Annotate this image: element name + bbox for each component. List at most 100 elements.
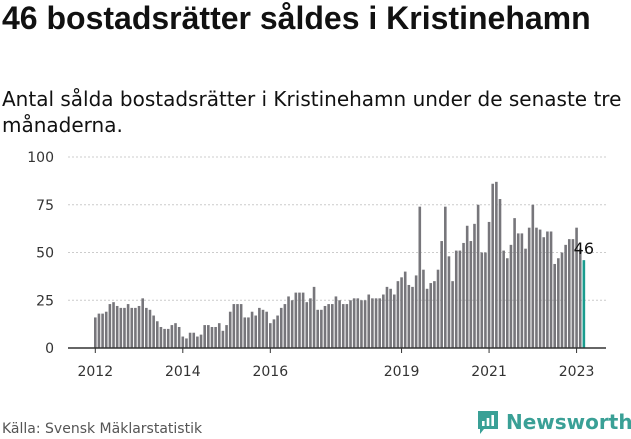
bar: [433, 281, 436, 348]
bar: [312, 286, 316, 348]
bar: [254, 315, 258, 348]
bar: [389, 288, 392, 348]
bar: [145, 307, 148, 348]
bar: [163, 328, 166, 348]
bar: [269, 323, 272, 348]
y-tick-label: 75: [36, 198, 54, 214]
x-tick-label: 2016: [252, 364, 288, 380]
chart-subtitle: Antal sålda bostadsrätter i Kristinehamn…: [2, 87, 622, 137]
bar: [196, 336, 199, 348]
bar: [444, 206, 447, 348]
bar: [119, 307, 123, 348]
bar: [188, 332, 192, 348]
bar: [578, 248, 582, 348]
bar: [203, 325, 206, 348]
bar: [316, 309, 320, 348]
bar: [542, 237, 546, 348]
bar: [367, 294, 371, 348]
bar: [429, 283, 433, 348]
bar: [301, 292, 305, 348]
bar: [498, 199, 502, 348]
bar: [239, 304, 243, 348]
bar: [352, 298, 356, 348]
bar: [221, 330, 225, 348]
bar: [290, 300, 294, 348]
brand-logo: Newsworthy: [476, 409, 631, 435]
bar: [458, 250, 462, 348]
bar: [305, 302, 309, 348]
bar: [207, 325, 210, 348]
bar: [112, 302, 115, 348]
bar: [360, 300, 363, 348]
x-tick-label: 2012: [77, 364, 113, 380]
bar: [159, 326, 163, 348]
bar: [553, 263, 556, 348]
bar-chart: 0 25 50 75 100 2012 2014 2016 2019 2021 2023 46: [27, 150, 606, 380]
bar: [495, 181, 498, 348]
bar: [236, 304, 239, 348]
bar: [491, 183, 495, 348]
bar: [484, 252, 487, 348]
y-tick-label: 100: [27, 150, 54, 166]
bar: [170, 325, 174, 348]
value-annotation: 46: [574, 239, 594, 258]
bar: [392, 294, 396, 348]
bar: [192, 332, 196, 348]
bar: [447, 256, 451, 348]
bar: [279, 307, 283, 348]
bar: [232, 304, 236, 348]
bar: [567, 239, 571, 348]
bar: [258, 307, 261, 348]
bar: [505, 258, 509, 348]
bar: [309, 298, 312, 348]
bar: [480, 252, 484, 348]
bar: [94, 317, 97, 348]
bar: [502, 250, 505, 348]
brand-name: Newsworthy: [506, 410, 631, 434]
bar: [374, 298, 378, 348]
bar: [323, 305, 327, 348]
bar: [564, 244, 567, 348]
bar: [101, 313, 104, 348]
bar: [400, 277, 403, 348]
bar: [243, 317, 247, 348]
x-tick-label: 2014: [165, 364, 201, 380]
bar: [422, 269, 425, 348]
bar: [531, 204, 535, 348]
bar: [451, 281, 454, 348]
bar-highlight: [582, 260, 586, 348]
bar: [338, 300, 341, 348]
bar: [250, 311, 254, 348]
bar: [217, 323, 221, 348]
bar: [166, 328, 170, 348]
bar: [436, 269, 440, 348]
bar: [371, 298, 374, 348]
bar: [349, 300, 352, 348]
bar: [134, 307, 137, 348]
bar: [560, 252, 564, 348]
bar: [469, 241, 473, 348]
bar: [225, 325, 228, 348]
bar: [177, 326, 181, 348]
bar: [425, 288, 429, 348]
y-tick-label: 0: [45, 341, 54, 357]
bar: [385, 286, 389, 348]
bar: [126, 304, 130, 348]
bar: [141, 298, 144, 348]
bar: [327, 304, 330, 348]
bar: [535, 227, 538, 348]
bar: [382, 294, 385, 348]
bar: [454, 250, 458, 348]
source-note: Källa: Svensk Mäklarstatistik: [2, 421, 203, 437]
bar: [115, 305, 119, 348]
bar: [287, 296, 290, 348]
bar: [174, 323, 177, 348]
bar: [265, 311, 268, 348]
bar: [418, 206, 422, 348]
bar: [549, 231, 553, 348]
bar: [210, 326, 214, 348]
bar: [465, 225, 469, 348]
x-tick-label: 2023: [559, 364, 595, 380]
bar: [320, 309, 323, 348]
bar: [148, 309, 152, 348]
